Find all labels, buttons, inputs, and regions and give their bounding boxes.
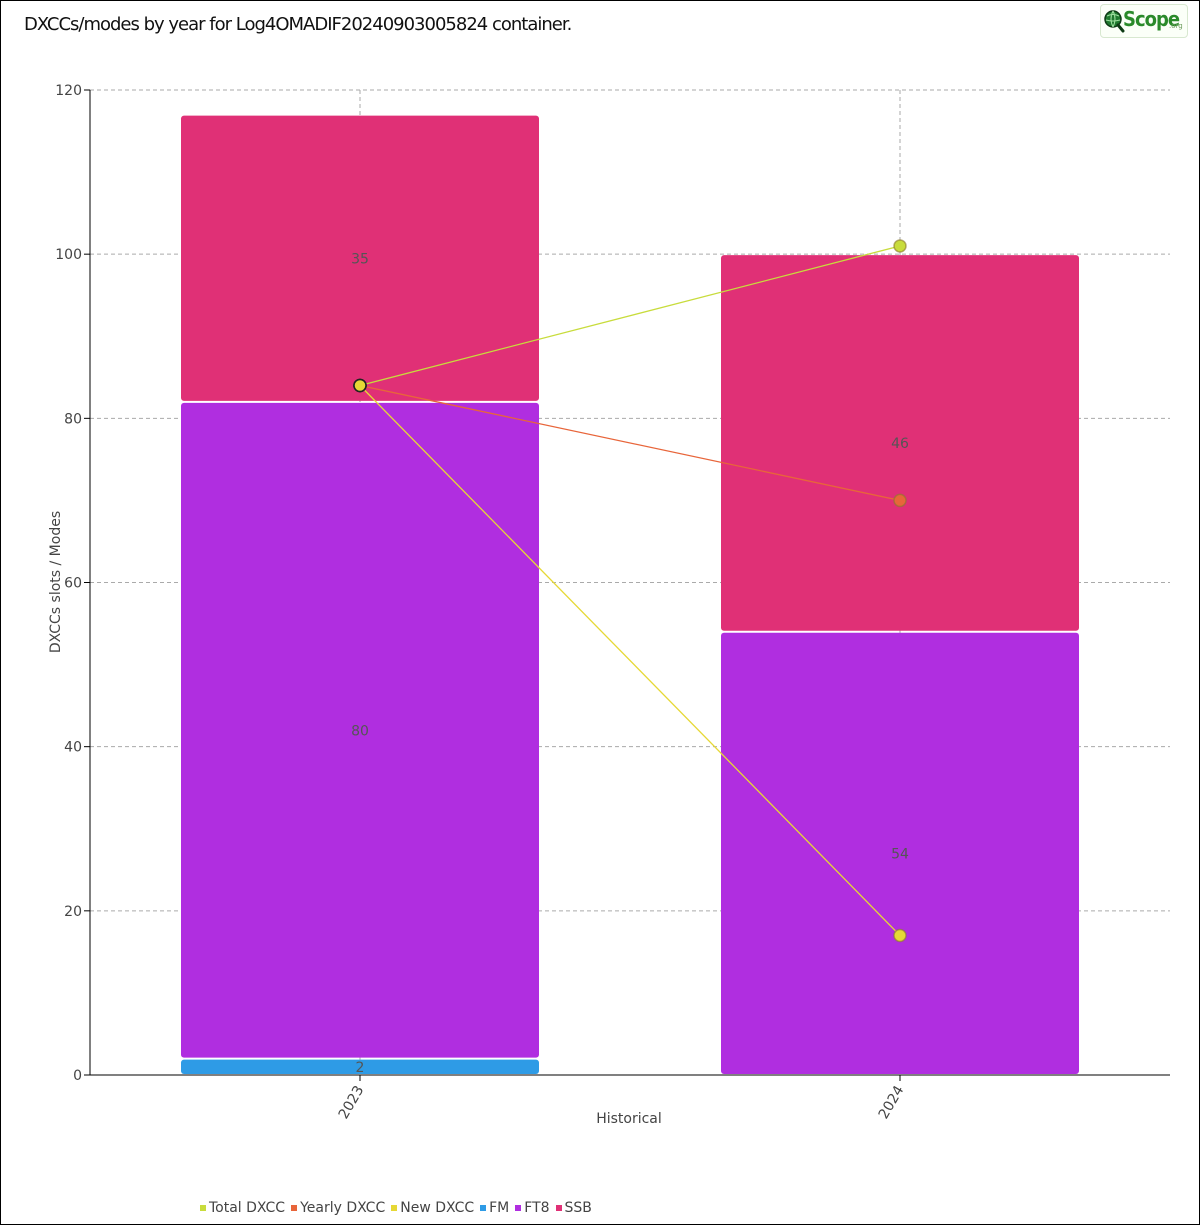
legend-swatch [555,1205,562,1211]
legend-label: SSB [564,1200,592,1216]
legend-swatch [200,1205,206,1211]
bar-label-ssb-2024: 46 [891,436,909,452]
legend-swatch [291,1205,298,1211]
legend-swatch [515,1205,522,1211]
y-tick-label-100: 100 [55,247,82,263]
bar-label-fm-2023: 2 [356,1060,365,1076]
legend-swatch [391,1205,398,1211]
legend-swatch [480,1205,487,1211]
legend-label: FT8 [524,1200,550,1216]
legend-item-new-dxcc[interactable]: New DXCC [391,1200,474,1216]
y-tick-label-40: 40 [64,740,82,756]
point-yearly-dxcc-2024 [893,493,907,508]
bar-labels: 2 80 35 54 46 [351,251,909,1076]
x-tick-label-2024: 2024 [876,1083,908,1122]
y-tick-label-60: 60 [64,576,82,592]
logo-text: Scope [1123,7,1180,31]
bars [181,115,1079,1074]
bar-ssb-2023 [181,115,539,401]
qscope-logo[interactable]: Scope .org [1100,4,1188,38]
globe-magnifier-icon [1104,10,1125,33]
x-tick-label-2023: 2023 [336,1083,368,1122]
legend-label: New DXCC [400,1200,475,1216]
point-new-dxcc-2024 [893,928,907,943]
legend-item-ssb[interactable]: SSB [555,1200,592,1216]
line-total-dxcc [359,245,901,387]
legend-item-fm[interactable]: FM [480,1200,509,1216]
legend-label: Yearly DXCC [300,1200,386,1216]
bar-label-ft8-2023: 80 [351,723,369,739]
legend-label: FM [489,1200,510,1216]
logo-subtext: .org [1169,22,1183,30]
y-tick-labels: 0 20 40 60 80 100 120 [55,83,82,1084]
point-shared-2023 [353,378,367,393]
line-yearly-dxcc [359,384,901,502]
bar-label-ssb-2023: 35 [351,251,369,267]
x-axis-title: Historical [596,1111,662,1127]
legend-item-yearly-dxcc[interactable]: Yearly DXCC [291,1200,385,1216]
legend-label: Total DXCC [209,1200,286,1216]
legend-item-ft8[interactable]: FT8 [515,1200,550,1216]
axes [84,89,1170,1081]
y-tick-label-20: 20 [64,904,82,920]
bar-ssb-2024 [721,255,1079,631]
bar-fm-2023 [181,1059,539,1074]
bar-ft8-2023 [181,402,539,1058]
y-tick-label-80: 80 [64,411,82,427]
bar-label-ft8-2024: 54 [891,846,909,862]
point-total-dxcc-2024 [893,239,907,253]
legend-item-total-dxcc[interactable]: Total DXCC [200,1200,285,1216]
line-series [353,239,907,943]
y-tick-label-120: 120 [55,83,82,99]
chart-title: DXCCs/modes by year for Log4OMADIF202409… [24,14,572,35]
line-new-dxcc [359,385,901,936]
bar-ft8-2024 [721,632,1079,1074]
legend: Total DXCC Yearly DXCC New DXCC FM FT8 SSB [200,1200,592,1216]
y-tick-label-0: 0 [73,1068,82,1084]
y-axis-title: DXCCs slots / Modes [48,511,64,653]
